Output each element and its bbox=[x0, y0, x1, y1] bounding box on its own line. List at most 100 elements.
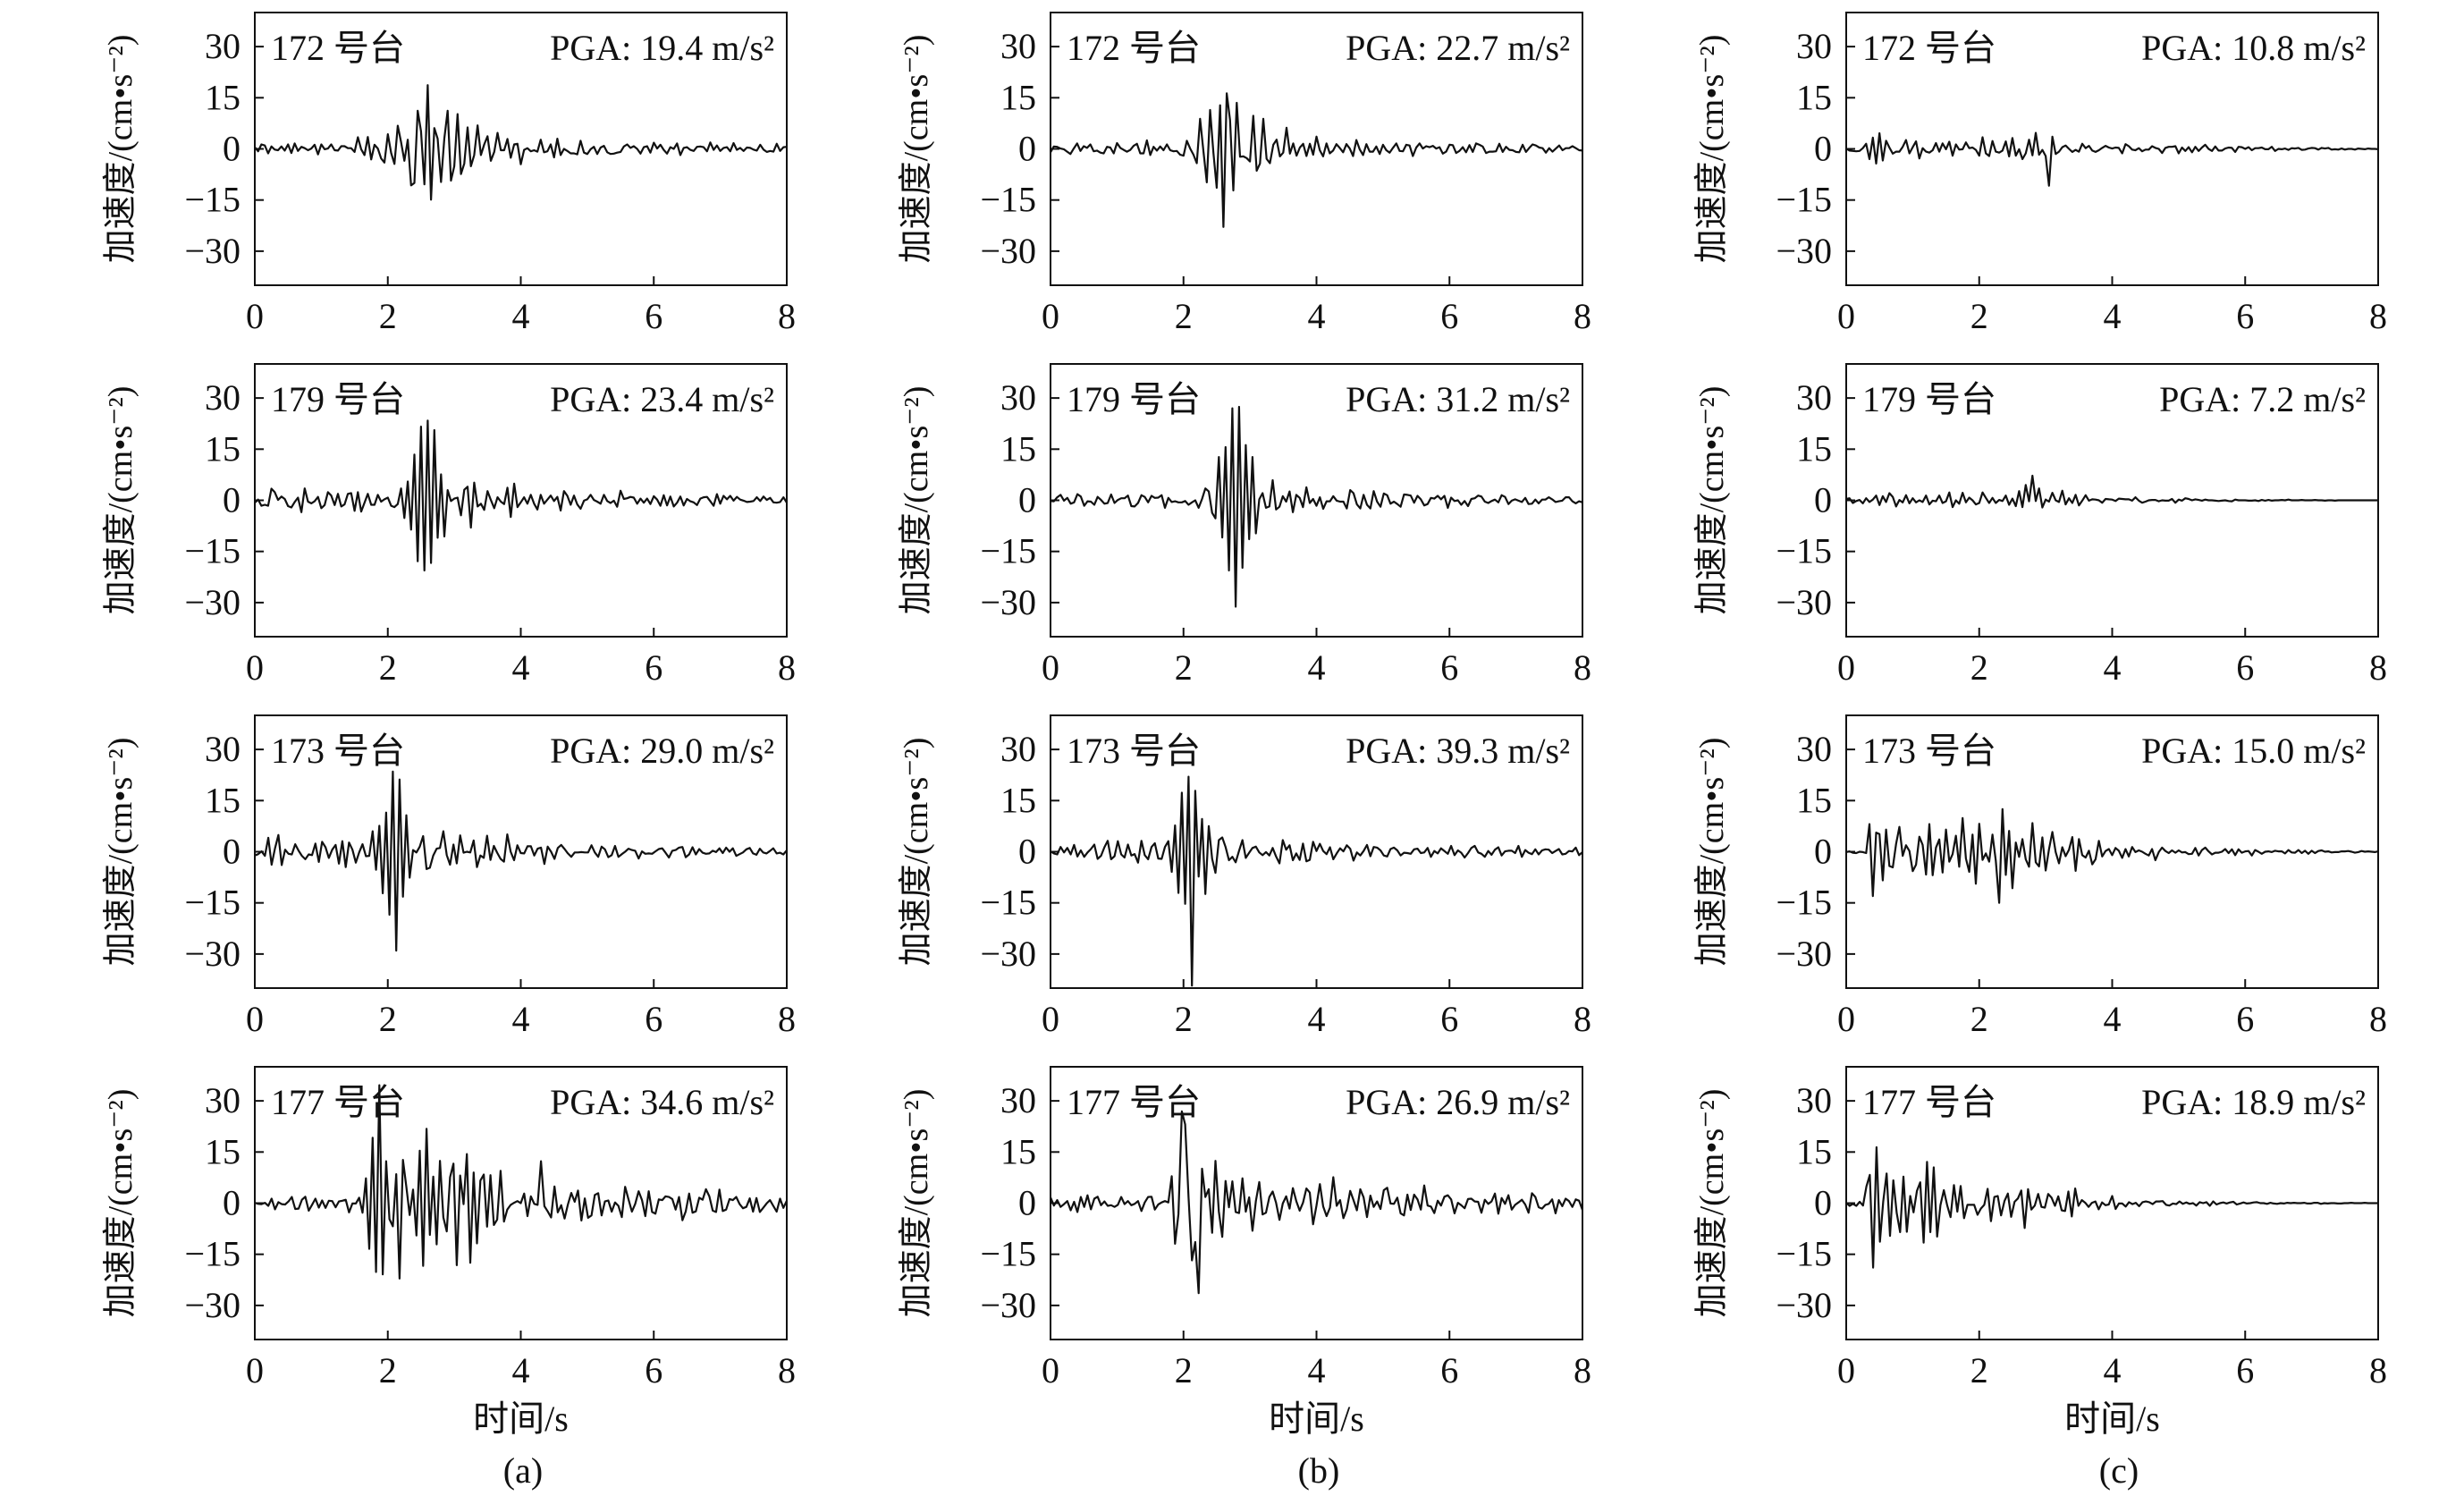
acceleration-trace bbox=[1845, 474, 2378, 509]
x-tick-label: 4 bbox=[2104, 1350, 2122, 1390]
pga-label: PGA: 34.6 m/s² bbox=[550, 1082, 774, 1122]
y-tick-label: −15 bbox=[184, 883, 240, 923]
y-tick-label: 30 bbox=[1796, 729, 1832, 769]
y-tick-label: −30 bbox=[1776, 1285, 1832, 1325]
pga-label: PGA: 15.0 m/s² bbox=[2141, 731, 2366, 771]
y-tick-label: 0 bbox=[1018, 832, 1036, 872]
x-tick-label: 6 bbox=[1440, 647, 1458, 688]
x-tick-label: 8 bbox=[778, 999, 796, 1039]
x-tick-label: 6 bbox=[2236, 1350, 2254, 1390]
acceleration-trace bbox=[1845, 807, 2379, 904]
y-tick-label: 30 bbox=[1000, 1080, 1036, 1120]
y-tick-label: −15 bbox=[1776, 883, 1832, 923]
x-tick-label: 4 bbox=[512, 296, 530, 336]
acceleration-trace bbox=[1845, 1145, 2378, 1269]
x-tick-label: 0 bbox=[1837, 1350, 1855, 1390]
x-tick-label: 8 bbox=[2369, 999, 2387, 1039]
x-tick-label: 0 bbox=[246, 647, 264, 688]
y-tick-label: 30 bbox=[205, 377, 240, 418]
y-tick-label: −30 bbox=[980, 1285, 1036, 1325]
station-label: 173 号台 bbox=[271, 731, 405, 771]
y-tick-label: 0 bbox=[223, 1183, 240, 1223]
y-tick-label: 0 bbox=[223, 480, 240, 520]
x-axis-label: 时间/s bbox=[2064, 1399, 2160, 1439]
y-tick-label: 15 bbox=[1796, 428, 1832, 469]
y-tick-label: 30 bbox=[1796, 1080, 1832, 1120]
y-tick-label: 15 bbox=[205, 77, 240, 117]
y-tick-label: 15 bbox=[1796, 780, 1832, 820]
pga-label: PGA: 29.0 m/s² bbox=[550, 731, 774, 771]
x-tick-label: 6 bbox=[645, 296, 662, 336]
x-tick-label: 2 bbox=[1970, 999, 1988, 1039]
x-tick-label: 6 bbox=[1440, 1350, 1458, 1390]
y-tick-label: 15 bbox=[1796, 77, 1832, 117]
y-tick-label: 15 bbox=[1000, 428, 1036, 469]
y-tick-label: −30 bbox=[184, 934, 240, 974]
x-tick-label: 8 bbox=[778, 296, 796, 336]
x-tick-label: 4 bbox=[1308, 647, 1326, 688]
y-axis-label: 加速度/(cm•s⁻²) bbox=[102, 35, 139, 264]
x-tick-label: 8 bbox=[2369, 647, 2387, 688]
acceleration-trace bbox=[254, 419, 788, 572]
x-axis-label: 时间/s bbox=[1269, 1399, 1364, 1439]
y-tick-label: −30 bbox=[980, 231, 1036, 271]
y-tick-label: 30 bbox=[1000, 377, 1036, 418]
y-tick-label: 30 bbox=[1796, 377, 1832, 418]
y-axis-label: 加速度/(cm•s⁻²) bbox=[898, 1089, 935, 1318]
station-label: 172 号台 bbox=[271, 28, 405, 68]
station-label: 173 号台 bbox=[1862, 731, 1996, 771]
x-tick-label: 4 bbox=[512, 647, 530, 688]
x-tick-label: 2 bbox=[1175, 647, 1193, 688]
y-tick-label: 0 bbox=[1814, 832, 1832, 872]
y-tick-label: 15 bbox=[1000, 1131, 1036, 1171]
x-tick-label: 6 bbox=[2236, 647, 2254, 688]
x-tick-label: 6 bbox=[2236, 999, 2254, 1039]
y-tick-label: 0 bbox=[1814, 129, 1832, 169]
x-tick-label: 2 bbox=[1970, 647, 1988, 688]
x-tick-label: 4 bbox=[1308, 296, 1326, 336]
y-tick-label: −15 bbox=[980, 531, 1036, 571]
y-tick-label: −15 bbox=[184, 180, 240, 220]
y-tick-label: 0 bbox=[1018, 480, 1036, 520]
acceleration-trace bbox=[254, 770, 788, 952]
y-tick-label: 15 bbox=[205, 1131, 240, 1171]
y-axis-label: 加速度/(cm•s⁻²) bbox=[102, 1089, 139, 1318]
column-label-b: (b) bbox=[1298, 1450, 1340, 1491]
station-label: 179 号台 bbox=[1862, 379, 1996, 419]
x-tick-label: 8 bbox=[2369, 1350, 2387, 1390]
acceleration-trace bbox=[1050, 775, 1583, 987]
y-tick-label: −30 bbox=[1776, 231, 1832, 271]
y-tick-label: 30 bbox=[1000, 729, 1036, 769]
x-tick-label: 0 bbox=[1837, 999, 1855, 1039]
x-tick-label: 2 bbox=[379, 296, 397, 336]
pga-label: PGA: 22.7 m/s² bbox=[1346, 28, 1570, 68]
x-tick-label: 4 bbox=[1308, 999, 1326, 1039]
y-tick-label: 15 bbox=[205, 780, 240, 820]
pga-label: PGA: 39.3 m/s² bbox=[1346, 731, 1570, 771]
x-tick-label: 2 bbox=[1970, 1350, 1988, 1390]
x-tick-label: 2 bbox=[1175, 1350, 1193, 1390]
x-tick-label: 0 bbox=[1042, 296, 1059, 336]
x-tick-label: 2 bbox=[1175, 999, 1193, 1039]
x-tick-label: 8 bbox=[778, 1350, 796, 1390]
acceleration-trace bbox=[1050, 405, 1583, 608]
station-label: 172 号台 bbox=[1067, 28, 1201, 68]
y-tick-label: −15 bbox=[184, 1234, 240, 1274]
x-tick-label: 2 bbox=[1175, 296, 1193, 336]
y-tick-label: −30 bbox=[184, 1285, 240, 1325]
x-tick-label: 0 bbox=[1837, 647, 1855, 688]
x-tick-label: 8 bbox=[1574, 296, 1591, 336]
x-tick-label: 4 bbox=[1308, 1350, 1326, 1390]
y-tick-label: 15 bbox=[1000, 780, 1036, 820]
x-tick-label: 6 bbox=[645, 999, 662, 1039]
y-axis-label: 加速度/(cm•s⁻²) bbox=[898, 738, 935, 967]
y-tick-label: −30 bbox=[184, 231, 240, 271]
x-tick-label: 4 bbox=[512, 999, 530, 1039]
